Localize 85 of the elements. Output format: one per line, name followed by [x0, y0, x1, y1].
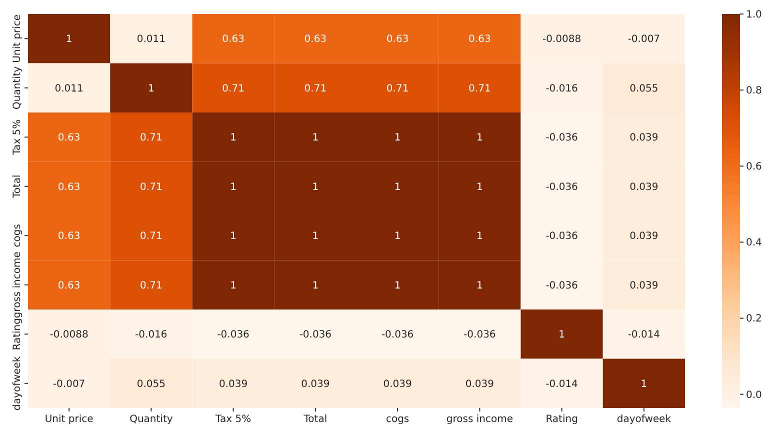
data-label: 1 [312, 231, 319, 242]
data-label: -0.036 [217, 330, 250, 341]
data-label: -0.016 [546, 83, 578, 94]
y-tick-label: Rating [12, 318, 23, 350]
color-bar-label: 0.0 [746, 390, 762, 401]
data-label: 0.039 [301, 378, 330, 390]
y-tick-label: Unit price [12, 14, 23, 63]
data-label: 1 [394, 132, 401, 144]
data-label: 0.71 [140, 280, 162, 292]
data-label: 0.039 [630, 231, 658, 242]
data-label: 1 [394, 182, 401, 193]
data-label: 0.63 [58, 280, 80, 292]
data-label: -0.036 [299, 330, 332, 341]
data-label: 1 [640, 378, 648, 390]
data-label: 1 [66, 34, 72, 46]
data-label: 1 [476, 132, 483, 144]
data-label: 1 [394, 280, 401, 292]
data-label: 0.71 [140, 231, 162, 242]
data-label: 1 [476, 182, 483, 193]
data-label: -0.036 [546, 280, 578, 292]
data-label: 0.055 [630, 83, 658, 94]
data-label: 0.71 [140, 182, 162, 193]
y-tick-label: cogs [12, 224, 23, 248]
x-tick-label: dayofweek [616, 414, 672, 425]
color-bar-label: 0.6 [746, 162, 762, 173]
data-label: 1 [230, 280, 236, 292]
x-tick-label: Unit price [44, 414, 94, 425]
y-tick-label: Tax 5% [12, 119, 23, 156]
y-tick-label: Quantity [12, 66, 23, 110]
data-label: 0.011 [54, 83, 84, 94]
x-tick-label: gross income [446, 414, 513, 425]
data-label: -0.014 [546, 378, 578, 390]
x-tick-label: Quantity [130, 414, 173, 425]
data-label: 0.71 [386, 83, 409, 94]
data-label: 0.71 [140, 132, 162, 144]
data-label: -0.036 [464, 330, 496, 341]
data-label: 1 [476, 231, 483, 242]
data-label: -0.007 [628, 34, 660, 46]
data-label: 0.63 [58, 132, 80, 144]
color-bar-label: 1.0 [746, 10, 762, 20]
color-bar-label: 0.2 [746, 314, 762, 325]
data-label: 0.039 [218, 378, 248, 390]
data-label: 1 [558, 330, 565, 341]
data-label: 0.71 [222, 83, 244, 94]
data-label: 0.63 [58, 231, 80, 242]
data-label: 1 [148, 83, 154, 94]
data-label: -0.007 [52, 378, 86, 390]
data-label: 0.63 [304, 34, 327, 46]
x-tick-label: Total [302, 414, 328, 425]
data-label: -0.036 [546, 132, 578, 144]
data-label: 0.039 [630, 280, 658, 292]
x-tick-label: Tax 5% [214, 414, 252, 425]
data-label: -0.014 [628, 330, 660, 341]
data-label: 0.63 [468, 34, 491, 46]
data-label: -0.036 [546, 182, 578, 193]
data-label: 0.63 [222, 34, 244, 46]
data-label: 1 [476, 280, 483, 292]
data-label: 0.055 [136, 378, 166, 390]
data-label: -0.0088 [542, 34, 582, 46]
data-label: 1 [394, 231, 401, 242]
data-label: 1 [230, 182, 236, 193]
data-label: 0.039 [630, 182, 658, 193]
data-label: 0.039 [383, 378, 412, 390]
data-label: -0.0088 [50, 330, 88, 341]
color-bar-label: 0.8 [746, 86, 762, 97]
data-label: 0.71 [304, 83, 327, 94]
x-tick-label: Rating [546, 414, 578, 425]
data-label: 1 [312, 182, 319, 193]
data-label: 1 [312, 132, 319, 144]
data-label: 0.039 [630, 132, 658, 144]
y-tick-label: Total [12, 174, 23, 200]
data-label: 1 [312, 280, 319, 292]
y-tick-label: gross income [12, 252, 23, 318]
data-label: -0.036 [381, 330, 414, 341]
data-label: 1 [230, 231, 236, 242]
data-label: 0.011 [136, 34, 166, 46]
data-label: -0.016 [135, 330, 168, 341]
data-label: 0.039 [465, 378, 494, 390]
data-label: 0.63 [58, 182, 80, 193]
data-label: 0.71 [468, 83, 491, 94]
data-label: 0.63 [386, 34, 409, 46]
data-label: -0.036 [546, 231, 578, 242]
data-label: 1 [230, 132, 236, 144]
x-tick-label: cogs [386, 414, 410, 425]
color-bar-label: 0.4 [746, 238, 762, 249]
